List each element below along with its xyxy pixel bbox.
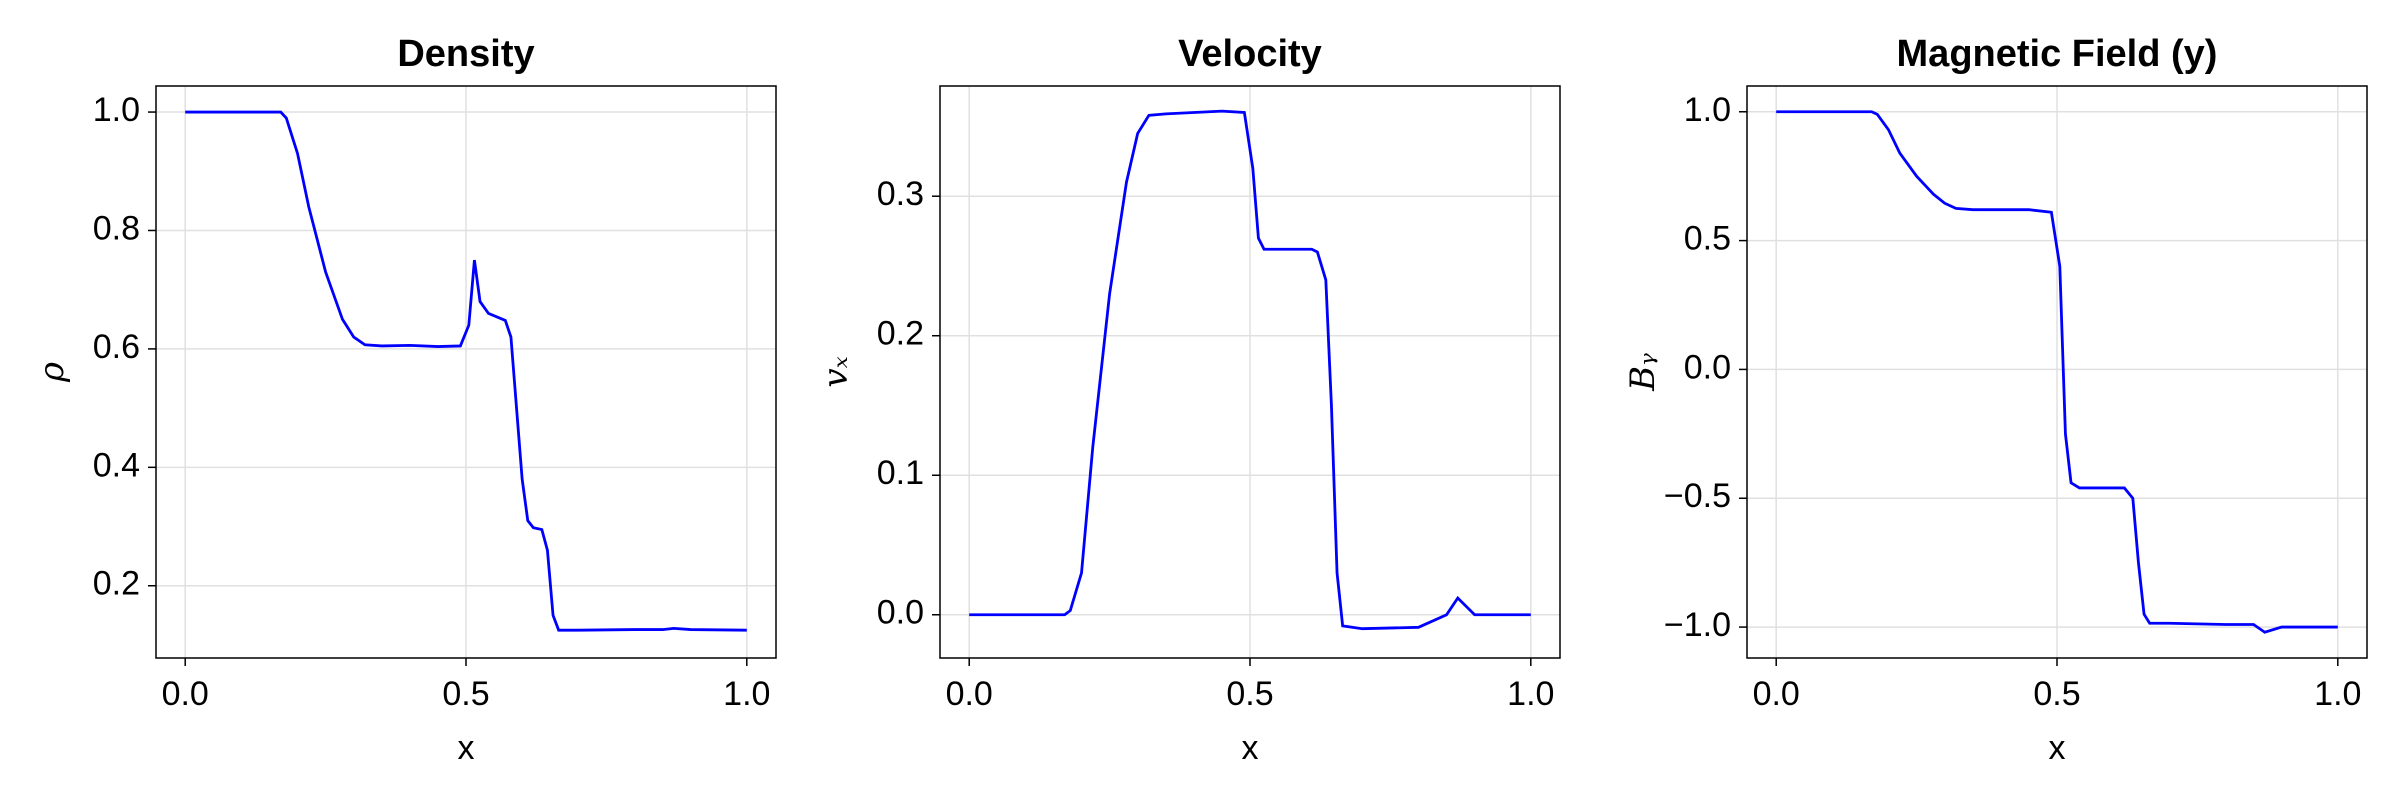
plot-frame [155,85,777,659]
x-tick-label: 1.0 [1507,675,1554,713]
data-line [969,109,1531,631]
y-axis-label: Bᵧ [1623,353,1663,392]
chart-title: Magnetic Field (y) [1897,33,2218,75]
chart-title: Density [397,33,534,75]
plot-frame [939,85,1561,659]
y-axis-label: ρ [32,362,72,383]
x-tick-label: 0.0 [162,675,209,713]
x-tick-label: 1.0 [723,675,770,713]
y-tick-label: 0.3 [877,175,924,213]
plot-frame [1746,85,2368,659]
x-axis-label: x [2049,729,2066,767]
y-tick-label: 0.1 [877,454,924,492]
data-line [1776,110,2338,634]
y-tick-label: 0.0 [877,594,924,632]
y-tick-label: 1.0 [1684,91,1731,129]
y-tick-label: 0.6 [93,328,140,366]
y-tick-label: 0.2 [877,315,924,353]
x-tick-label: 1.0 [2314,675,2361,713]
x-tick-label: 0.5 [442,675,489,713]
y-axis-label: vₓ [816,356,856,387]
y-tick-label: 1.0 [93,91,140,129]
x-tick-label: 0.0 [1753,675,1800,713]
y-tick-label: 0.2 [93,565,140,603]
x-tick-label: 0.0 [946,675,993,713]
y-tick-label: 0.4 [93,446,140,484]
y-tick-label: 0.0 [1684,348,1731,386]
y-tick-label: 0.8 [93,209,140,247]
x-axis-label: x [1242,729,1259,767]
x-tick-label: 0.5 [1226,675,1273,713]
x-tick-label: 0.5 [2033,675,2080,713]
data-line [185,110,747,632]
x-axis-label: x [458,729,475,767]
chart-title: Velocity [1178,33,1322,75]
y-tick-label: −0.5 [1664,477,1731,515]
y-tick-label: 0.5 [1684,220,1731,258]
y-tick-label: −1.0 [1664,606,1731,644]
